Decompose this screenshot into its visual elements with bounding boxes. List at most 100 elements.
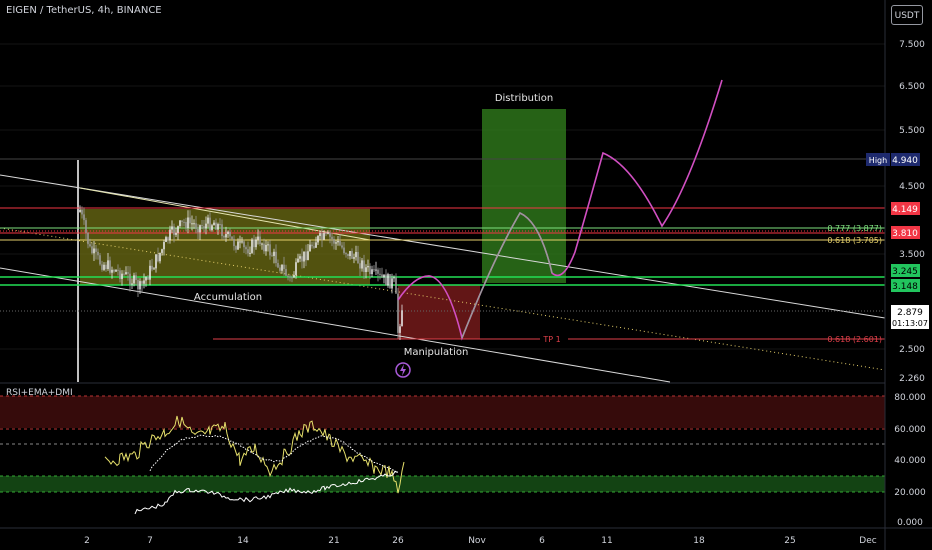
candle-body [233, 238, 235, 247]
candle-body [115, 269, 117, 272]
candle-body [351, 250, 353, 259]
candle-body [337, 240, 339, 243]
price-label-3810 [891, 226, 920, 239]
candle-body [173, 226, 175, 235]
candle-body [129, 273, 131, 285]
distribution-box [482, 109, 566, 283]
time-tick: 25 [784, 536, 795, 546]
candle-body [209, 217, 211, 231]
high-tag [866, 153, 890, 166]
dotted-trend-line [0, 227, 886, 371]
candle-body [145, 277, 147, 281]
candle-body [369, 266, 371, 275]
fib-0777-label: 0.777 (3.877) [827, 224, 882, 233]
time-tick: 7 [147, 536, 153, 546]
candle-body [309, 244, 311, 252]
candle-body [347, 253, 349, 256]
candle-body [103, 264, 105, 270]
candle-body [253, 239, 255, 248]
candle-body [313, 246, 315, 248]
time-tick: 21 [328, 536, 339, 546]
candle-body [255, 239, 257, 248]
candle-body [291, 277, 293, 279]
candle-body [97, 251, 99, 256]
candle-body [193, 223, 195, 225]
candle-body [363, 260, 365, 273]
price-label-3148-text: 3.148 [892, 282, 918, 292]
distribution-label: Distribution [495, 93, 553, 104]
indicator-label[interactable]: RSI+EMA+DMI [6, 388, 73, 398]
rsi-oversold-zone [0, 476, 885, 492]
candle-body [95, 248, 97, 252]
candle-body [263, 243, 265, 252]
candle-body [391, 278, 393, 289]
time-tick: 26 [392, 536, 404, 546]
rsi-tick: 20.000 [894, 488, 926, 498]
time-tick: Nov [468, 536, 486, 546]
candle-body [353, 257, 355, 259]
price-label-3810-text: 3.810 [892, 229, 918, 239]
candle-body [379, 273, 381, 275]
rsi-tick: 40.000 [894, 456, 926, 466]
symbol-header[interactable]: EIGEN / TetherUS, 4h, BINANCE [6, 5, 162, 16]
candle-body [395, 277, 397, 294]
candle-body [385, 274, 387, 286]
candle-body [277, 263, 279, 268]
candle-body [109, 260, 111, 273]
candle-body [187, 217, 189, 228]
candle-body [87, 232, 89, 245]
candle-body [307, 251, 309, 261]
candle-body [279, 267, 281, 271]
candle-body [401, 310, 403, 327]
candle-body [305, 251, 307, 261]
candle-body [189, 217, 191, 224]
candle-body [345, 253, 347, 255]
candle-body [175, 232, 177, 235]
candle-body [343, 247, 345, 254]
candle-body [237, 241, 239, 250]
candle-body [89, 244, 91, 247]
candle-body [267, 244, 269, 246]
candle-body [83, 214, 85, 221]
candle-body [241, 241, 243, 243]
candle-body [251, 239, 253, 253]
candle-body [283, 264, 285, 270]
price-tick: 3.500 [899, 250, 925, 260]
candle-body [147, 277, 149, 280]
price-grid [0, 43, 885, 350]
price-label-4149 [891, 202, 920, 215]
candle-body [183, 221, 185, 223]
candle-body [331, 236, 333, 240]
candle-body [185, 222, 187, 228]
lightning-icon[interactable] [395, 362, 411, 378]
candle-body [365, 267, 367, 273]
tp1-label-bg [540, 333, 568, 345]
candle-body [111, 269, 113, 273]
dmi-line [134, 470, 399, 515]
candle-body [259, 236, 261, 245]
candle-body [197, 228, 199, 233]
candle-body [201, 225, 203, 227]
rsi-overbought-zone [0, 396, 885, 428]
projection-path [397, 79, 723, 341]
channel-upper-line [0, 174, 886, 319]
candle-body [257, 236, 259, 240]
projection-segment [461, 212, 553, 339]
price-label-3245 [891, 264, 920, 277]
time-tick: 14 [237, 536, 249, 546]
candle-body [125, 272, 127, 275]
candle-body [325, 233, 327, 235]
candle-body [359, 263, 361, 269]
candle-body [371, 269, 373, 275]
time-tick: 6 [539, 536, 545, 546]
candle-body [151, 265, 153, 270]
candle-body [141, 281, 143, 284]
currency-button[interactable]: USDT [891, 5, 923, 25]
candle-body [169, 229, 171, 241]
candle-body [389, 274, 391, 289]
candle-body [299, 256, 301, 259]
candle-body [327, 232, 329, 234]
last-price-text: 2.879 [897, 308, 923, 318]
price-label-high-text: 4.940 [892, 156, 918, 166]
